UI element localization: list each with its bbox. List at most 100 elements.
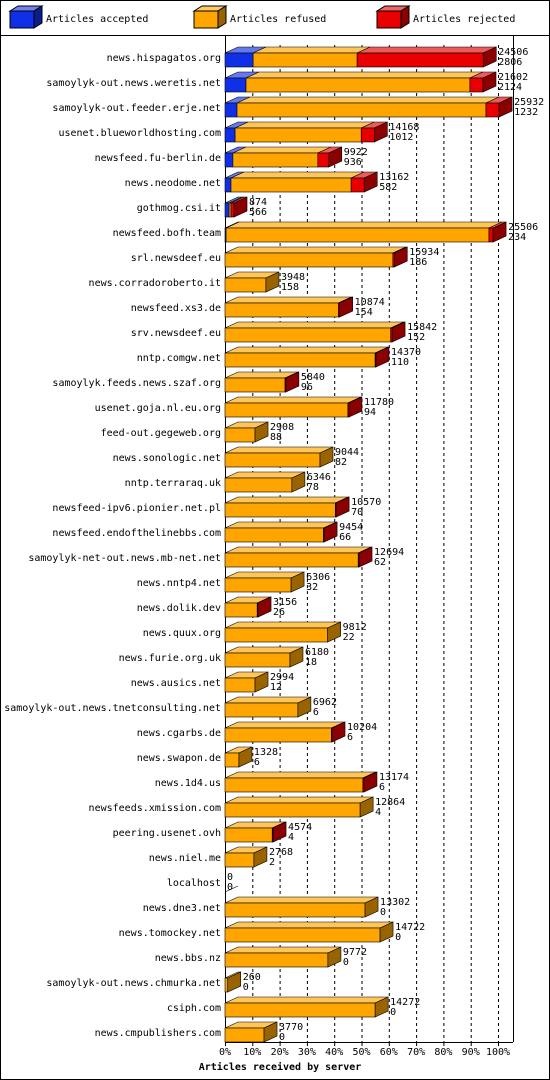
bar-label-top: 1328: [254, 747, 278, 758]
bar-top: [224, 246, 407, 254]
bar-label-top: 21602: [498, 72, 528, 83]
legend-label: Articles accepted: [46, 14, 148, 25]
bar: [224, 777, 364, 793]
y-tick-label: csiph.com: [167, 1003, 221, 1014]
y-tick-label: samoylyk-out.feeder.erje.net: [52, 103, 221, 114]
bar-top: [224, 321, 404, 329]
y-tick-label: newsfeed.xs3.de: [131, 303, 221, 314]
y-tick-label: localhost: [167, 878, 221, 889]
bar-top: [252, 46, 371, 54]
bar-label-top: 4574: [288, 822, 312, 833]
y-tick-label: srv.newsdeef.eu: [131, 328, 221, 339]
bar: [224, 652, 291, 668]
bar-side: [393, 246, 408, 268]
bar-top: [224, 571, 305, 579]
bar-top: [224, 546, 372, 554]
bar: [234, 127, 362, 143]
y-tick-label: samoylyk-out.news.chmurka.net: [46, 978, 221, 989]
bar-side: [253, 846, 268, 868]
bar-label-top: 6306: [306, 572, 330, 583]
bar: [224, 577, 292, 593]
x-tick-label: 60%: [380, 1047, 398, 1058]
bar-label-bottom: 70: [351, 507, 363, 518]
x-tick-label: 80%: [434, 1047, 452, 1058]
bar-side: [335, 496, 350, 518]
bar: [356, 52, 484, 68]
bar-label-top: 24506: [498, 47, 528, 58]
bar-label-bottom: 66: [339, 532, 351, 543]
bar: [224, 152, 234, 168]
y-tick-label: newsfeed.endofthelinebbs.com: [52, 528, 221, 539]
bar-label-top: 14722: [395, 922, 425, 933]
bar: [224, 177, 232, 193]
bar-side: [482, 71, 497, 93]
bar: [469, 77, 484, 93]
bar: [224, 502, 336, 518]
y-tick-label: samoylyk.feeds.news.szaf.org: [52, 378, 221, 389]
bar-side: [339, 296, 353, 318]
bar-label-bottom: 2: [269, 857, 275, 868]
bar-side: [363, 171, 378, 193]
bar-label-top: 6346: [307, 472, 331, 483]
bar-label-top: 15842: [407, 322, 437, 333]
bar-label-bottom: 234: [508, 232, 526, 243]
bar-label-bottom: 78: [307, 482, 319, 493]
bar-side: [359, 796, 374, 818]
bar-side: [323, 521, 338, 543]
y-tick-label: news.sonologic.net: [113, 453, 221, 464]
bar-top: [224, 296, 352, 304]
bar-top: [224, 896, 379, 904]
bar-top: [224, 396, 361, 404]
bar-label-top: 6962: [313, 697, 337, 708]
y-tick-label: news.dolik.dev: [137, 603, 221, 614]
legend-label: Articles refused: [230, 14, 326, 25]
bar-label-bottom: 0: [279, 1032, 285, 1043]
bar-top: [224, 621, 341, 629]
bar-top: [224, 446, 334, 454]
bar: [224, 602, 258, 618]
bar-label-top: 2994: [270, 672, 294, 683]
x-tick-label: 50%: [352, 1047, 370, 1058]
y-tick-label: usenet.goja.nl.eu.org: [95, 403, 221, 414]
bar-label-top: 9044: [335, 447, 359, 458]
bar-label-bottom: 1012: [389, 132, 413, 143]
bar-top: [357, 46, 497, 54]
bar: [224, 452, 321, 468]
y-tick-label: news.dne3.net: [143, 903, 221, 914]
bar-top: [224, 921, 394, 929]
bar: [224, 402, 349, 418]
bar: [224, 77, 247, 93]
y-tick-label: samoylyk-out.news.weretis.net: [46, 78, 221, 89]
x-tick-label: 10%: [243, 1047, 261, 1058]
bar: [224, 827, 273, 843]
bar-top: [224, 696, 312, 704]
bar-label-top: 13174: [379, 772, 409, 783]
bar-label-bottom: 6: [313, 707, 319, 718]
bar-label-top: 12864: [375, 797, 405, 808]
legend-swatch: [193, 10, 219, 29]
bar-label-bottom: 32: [306, 582, 318, 593]
y-tick-label: news.furie.org.uk: [119, 653, 221, 664]
bar-label-bottom: 6: [347, 732, 353, 743]
bar-label-top: 9772: [343, 947, 367, 958]
bar-label-bottom: 154: [355, 307, 373, 318]
y-tick-label: news.swapon.de: [137, 753, 221, 764]
bar: [224, 327, 392, 343]
bar-label-top: 9454: [339, 522, 363, 533]
bar-label-top: 25932: [514, 97, 544, 108]
bar-side: [254, 671, 269, 693]
bar-label-bottom: 26: [273, 607, 285, 618]
bar: [224, 377, 286, 393]
y-tick-label: news.corradoroberto.it: [89, 278, 221, 289]
y-tick-label: nntp.comgw.net: [137, 353, 221, 364]
bar-top: [236, 96, 500, 104]
bar: [224, 1002, 376, 1018]
y-tick-label: samoylyk-net-out.news.mb-net.net: [28, 553, 221, 564]
bar: [236, 102, 487, 118]
bar: [224, 952, 329, 968]
bar-top: [232, 146, 331, 154]
bar-label-bottom: 0: [227, 882, 233, 893]
bar-top: [224, 471, 306, 479]
bar: [224, 477, 293, 493]
bar-side: [257, 596, 272, 618]
